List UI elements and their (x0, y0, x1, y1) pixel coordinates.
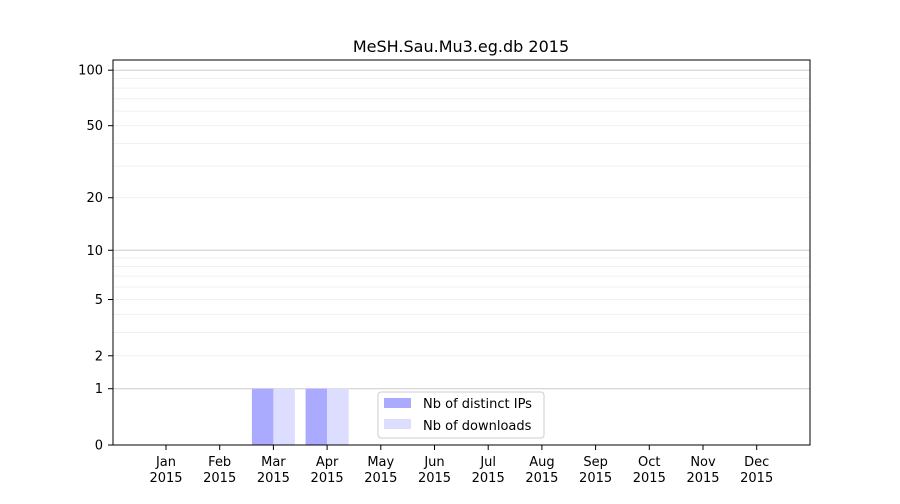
y-tick-label: 10 (86, 244, 103, 259)
x-tick-label: Sep (583, 455, 608, 470)
y-tick-label: 2 (95, 349, 103, 364)
legend-label-ips: Nb of distinct IPs (423, 397, 532, 412)
x-tick-label: 2015 (149, 471, 182, 486)
x-tick-label: 2015 (364, 471, 397, 486)
x-tick-label: 2015 (472, 471, 505, 486)
x-tick-label: 2015 (740, 471, 773, 486)
x-tick-label: Aug (529, 455, 554, 470)
legend-label-downloads: Nb of downloads (423, 419, 532, 434)
x-tick-label: Apr (316, 455, 339, 470)
legend-swatch-downloads (384, 419, 411, 429)
x-tick-label: 2015 (633, 471, 666, 486)
x-tick-label: 2015 (579, 471, 612, 486)
bar-downloads (327, 388, 349, 445)
x-tick-label: Feb (208, 455, 231, 470)
x-tick-label: 2015 (525, 471, 558, 486)
x-tick-label: May (367, 455, 394, 470)
bar-distinct-ips (251, 388, 274, 445)
x-tick-label: Mar (261, 455, 286, 470)
x-tick-label: 2015 (257, 471, 290, 486)
x-tick-label: 2015 (311, 471, 344, 486)
x-tick-label: 2015 (418, 471, 451, 486)
bar-distinct-ips (305, 388, 328, 445)
y-tick-label: 20 (86, 191, 103, 206)
x-tick-label: Nov (690, 455, 716, 470)
x-tick-label: Jan (155, 455, 176, 470)
x-tick-label: 2015 (203, 471, 236, 486)
x-tick-label: Dec (744, 455, 769, 470)
y-tick-label: 5 (95, 293, 103, 308)
x-tick-label: 2015 (686, 471, 719, 486)
bar-downloads (273, 388, 295, 445)
y-tick-label: 0 (95, 439, 103, 454)
y-tick-label: 1 (95, 382, 103, 397)
chart-title: MeSH.Sau.Mu3.eg.db 2015 (353, 37, 569, 56)
y-tick-label: 100 (78, 64, 103, 79)
x-tick-label: Jul (479, 455, 496, 470)
y-tick-label: 50 (86, 119, 103, 134)
x-tick-label: Oct (638, 455, 660, 470)
legend: Nb of distinct IPs Nb of downloads (377, 391, 545, 439)
x-tick-label: Jun (423, 455, 444, 470)
plot-frame (112, 59, 811, 446)
legend-swatch-ips (384, 398, 411, 408)
